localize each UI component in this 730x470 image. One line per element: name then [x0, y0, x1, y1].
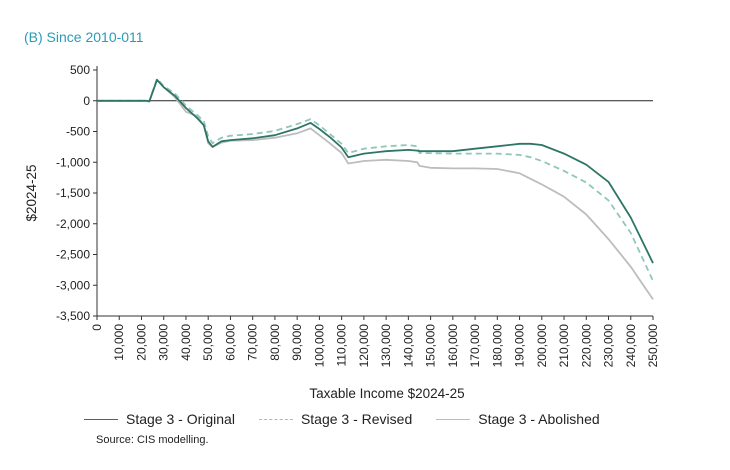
x-tick-label: 120,000: [357, 324, 371, 368]
chart-subtitle: (B) Since 2010-011: [24, 29, 144, 45]
x-tick-label: 200,000: [535, 324, 549, 368]
y-tick-label: -1,000: [56, 155, 90, 169]
legend-label: Stage 3 - Abolished: [478, 411, 600, 427]
y-tick-label: -3,500: [56, 309, 90, 323]
x-tick-label: 230,000: [602, 324, 616, 368]
x-tick-label: 160,000: [446, 324, 460, 368]
y-tick-label: -2,000: [56, 217, 90, 231]
x-tick-label: 20,000: [134, 324, 148, 361]
x-tick-label: 110,000: [335, 324, 349, 367]
x-tick-label: 140,000: [401, 324, 415, 368]
y-tick-label: 500: [70, 63, 90, 77]
source-note: Source: CIS modelling.: [96, 434, 209, 446]
x-tick-label: 240,000: [624, 324, 638, 368]
legend-label: Stage 3 - Revised: [300, 411, 413, 427]
x-tick-label: 80,000: [268, 324, 282, 361]
x-tick-label: 70,000: [246, 324, 260, 361]
y-tick-label: -3,000: [56, 278, 90, 292]
legend-item: Stage 3 - Original: [84, 411, 235, 427]
x-tick-label: 90,000: [290, 324, 304, 361]
legend-label: Stage 3 - Original: [126, 411, 235, 427]
x-tick-label: 150,000: [424, 324, 438, 368]
x-tick-label: 130,000: [379, 324, 393, 368]
x-tick-label: 210,000: [557, 324, 571, 368]
legend-item: Stage 3 - Revised: [258, 411, 413, 427]
y-tick-label: -500: [66, 125, 90, 139]
x-tick-label: 50,000: [201, 324, 215, 361]
x-tick-label: 180,000: [490, 324, 504, 368]
x-tick-label: 190,000: [513, 324, 527, 368]
y-tick-label: -2,500: [56, 248, 90, 262]
legend-swatch: [436, 418, 471, 420]
legend-item: Stage 3 - Abolished: [436, 411, 600, 427]
y-axis-title: $2024-25: [24, 164, 39, 221]
legend-swatch: [84, 418, 118, 420]
y-tick-label: -1,500: [56, 186, 90, 200]
x-tick-label: 250,000: [646, 324, 660, 368]
legend-swatch: [258, 418, 293, 420]
series-line-stage-3-revised: [97, 77, 654, 282]
x-tick-label: 40,000: [179, 324, 193, 361]
chart-legend: Stage 3 - Original Stage 3 - Revised Stage…: [84, 411, 624, 427]
x-tick-label: 30,000: [157, 324, 171, 361]
y-tick-label: 0: [83, 94, 90, 108]
x-tick-label: 220,000: [579, 324, 593, 368]
x-tick-label: 100,000: [312, 324, 326, 368]
series-line-stage-3-original: [97, 78, 654, 264]
x-tick-label: 170,000: [468, 324, 482, 368]
x-tick-label: 10,000: [112, 324, 126, 361]
x-tick-label: 0: [90, 324, 104, 331]
series-line-stage-3-abolished: [97, 78, 654, 300]
x-tick-label: 60,000: [223, 324, 237, 361]
x-axis-title: Taxable Income $2024-25: [309, 386, 464, 401]
